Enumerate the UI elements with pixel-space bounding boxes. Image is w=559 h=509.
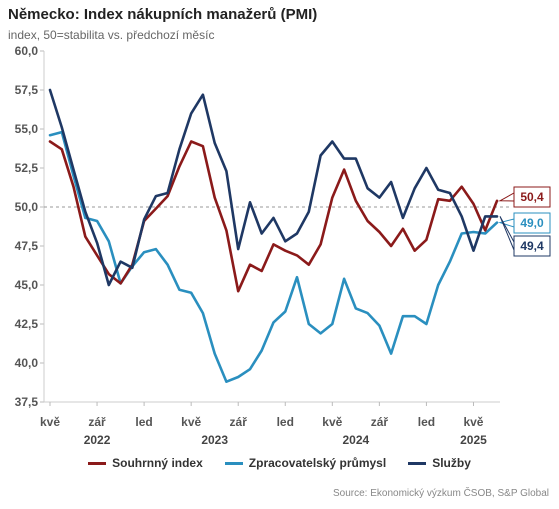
chart-title: Německo: Index nákupních manažerů (PMI)	[8, 6, 318, 23]
x-year-label: 2023	[201, 433, 228, 447]
y-tick-label: 55,0	[15, 122, 39, 136]
chart-subtitle: index, 50=stabilita vs. předchozí měsíc	[8, 28, 215, 42]
series-line-services	[48, 88, 499, 287]
y-tick-label: 47,5	[15, 239, 39, 253]
end-label-composite-box	[513, 186, 551, 208]
end-label-composite-pointer	[498, 192, 515, 202]
y-tick-label: 45,0	[15, 278, 39, 292]
x-tick-label: kvě	[463, 415, 483, 429]
end-label-manufacturing: 49,0	[520, 216, 544, 230]
x-year-label: 2022	[84, 433, 111, 447]
source-note: Source: Ekonomický výzkum ČSOB, S&P Glob…	[332, 488, 549, 499]
x-tick-label: kvě	[181, 415, 201, 429]
x-tick-label: kvě	[40, 415, 60, 429]
series-line-composite	[48, 140, 499, 293]
end-label-services: 49,4	[520, 239, 544, 253]
legend-swatch-composite	[88, 461, 107, 465]
y-tick-label: 37,5	[15, 395, 39, 409]
x-tick-label: kvě	[322, 415, 342, 429]
x-tick-label: led	[135, 415, 152, 429]
end-label-services-box	[513, 235, 551, 257]
legend-swatch-services	[408, 461, 427, 465]
x-year-label: 2024	[342, 433, 369, 447]
x-tick-label: led	[418, 415, 435, 429]
y-tick-label: 60,0	[15, 44, 39, 58]
x-tick-label: led	[277, 415, 294, 429]
legend-item-manufacturing: Zpracovatelský průmysl	[224, 456, 387, 470]
end-label-manufacturing-box	[513, 212, 551, 234]
legend-label-services: Služby	[432, 456, 471, 470]
legend-item-services: Služby	[408, 456, 471, 470]
y-tick-label: 50,0	[15, 200, 39, 214]
y-tick-label: 57,5	[15, 83, 39, 97]
legend-swatch-manufacturing	[224, 461, 243, 465]
legend-label-manufacturing: Zpracovatelský průmysl	[248, 456, 387, 470]
end-label-composite: 50,4	[520, 190, 544, 204]
y-tick-label: 42,5	[15, 317, 39, 331]
x-tick-label: zář	[371, 415, 389, 429]
y-tick-label: 52,5	[15, 161, 39, 175]
x-year-label: 2025	[460, 433, 487, 447]
chart-legend: Souhrnný index Zpracovatelský průmysl Sl…	[0, 456, 559, 470]
x-tick-label: zář	[230, 415, 248, 429]
legend-label-composite: Souhrnný index	[112, 456, 203, 470]
x-tick-label: zář	[88, 415, 106, 429]
y-tick-label: 40,0	[15, 356, 39, 370]
series-line-manufacturing	[48, 130, 499, 384]
legend-item-composite: Souhrnný index	[88, 456, 203, 470]
